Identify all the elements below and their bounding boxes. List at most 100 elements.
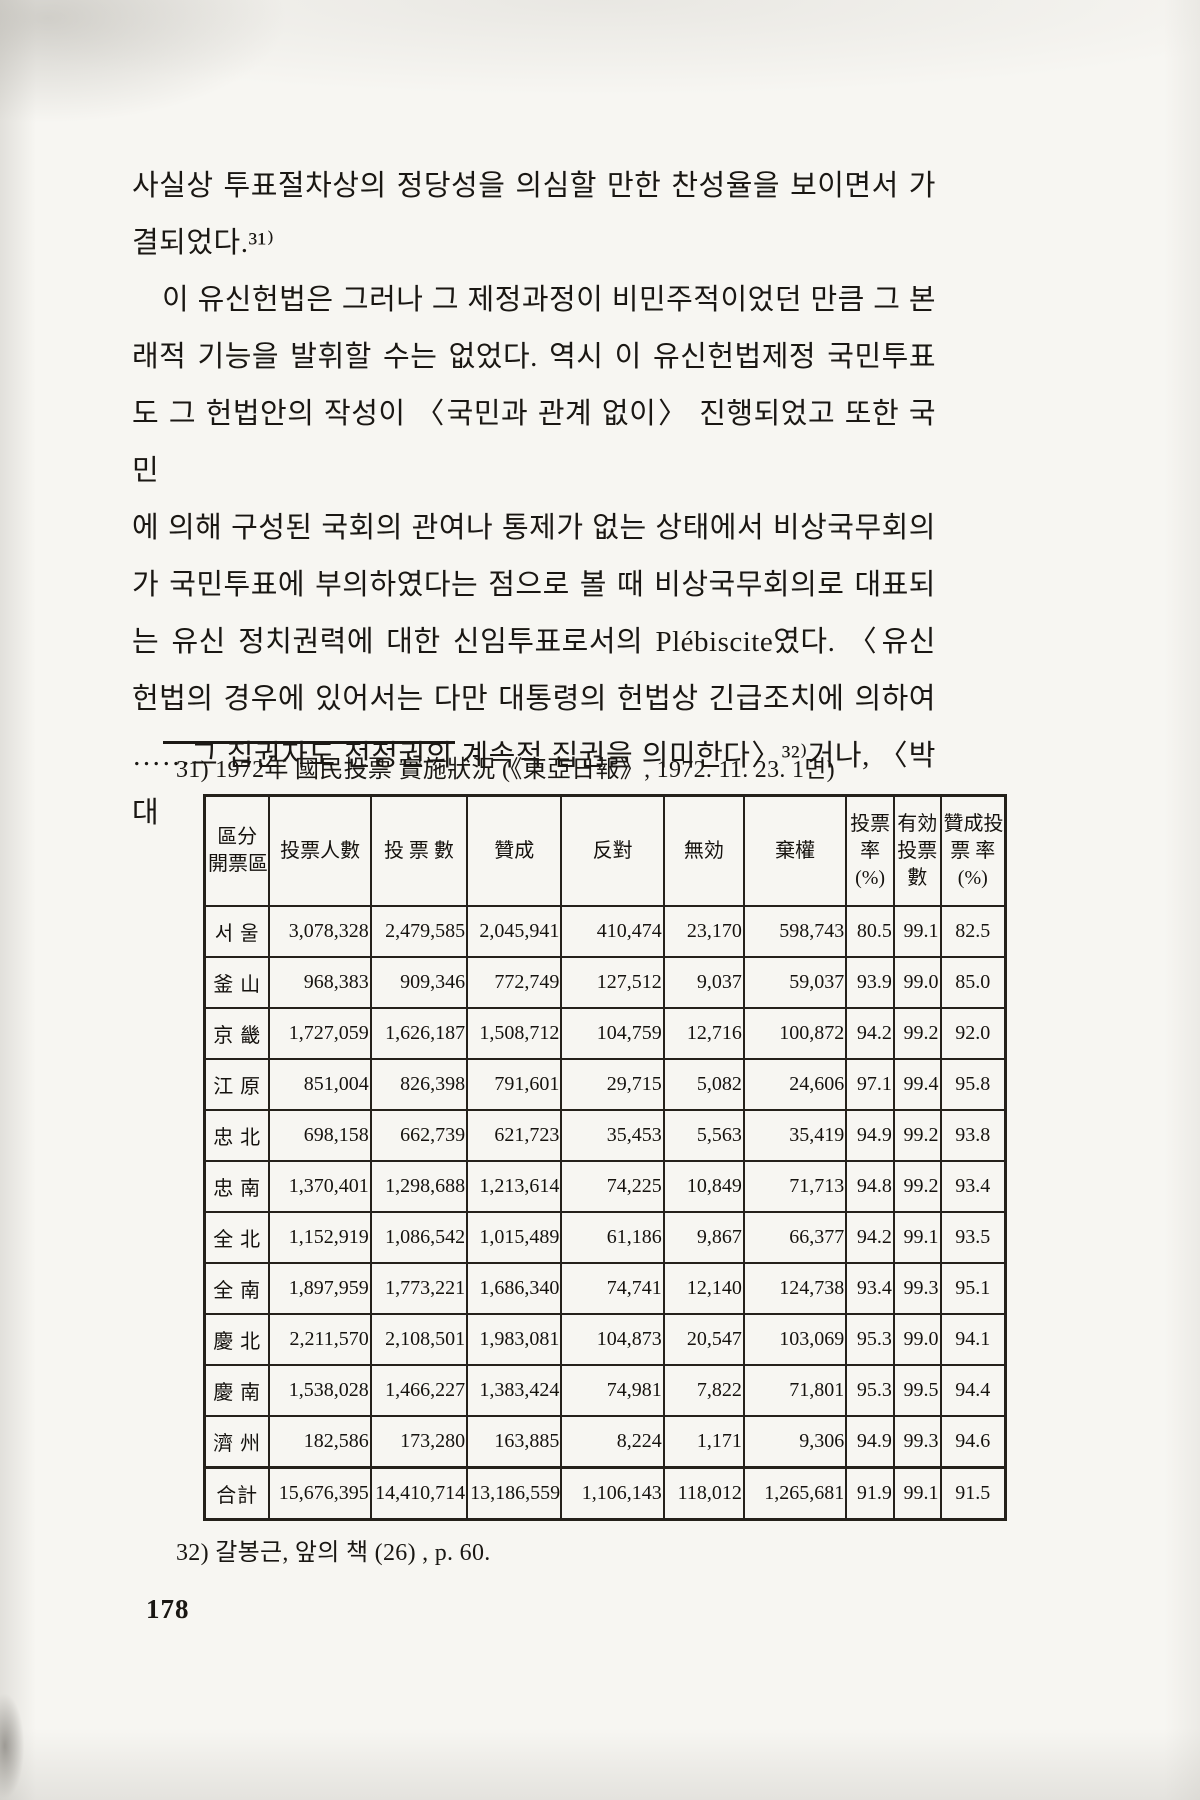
value-cell: 99.2	[892, 1109, 942, 1162]
region-cell: 濟 州	[203, 1415, 271, 1469]
value-cell: 1,015,489	[466, 1211, 563, 1264]
value-cell: 93.4	[939, 1160, 1007, 1213]
value-cell: 772,749	[466, 956, 563, 1009]
value-cell: 826,398	[369, 1058, 469, 1111]
value-cell: 1,538,028	[268, 1364, 372, 1417]
table-header-row: 區分 開票區 投票人數投 票 數贊成 反對 無効 棄權 投票率 (%) 有効 投票數贊成投票 率(…	[203, 794, 1007, 907]
value-cell: 95.3	[845, 1364, 895, 1417]
value-cell: 621,723	[466, 1109, 563, 1162]
footnote-32: 32) 갈봉근, 앞의 책 (26) , p. 60.	[176, 1540, 491, 1566]
region-cell: 合計	[203, 1466, 271, 1521]
value-cell: 85.0	[939, 956, 1007, 1009]
value-cell: 851,004	[268, 1058, 372, 1111]
body-text: 사실상 투표절차상의 정당성을 의심할 만한 찬성율을 보이면서 가 결되었다.…	[132, 158, 936, 842]
value-cell: 94.1	[939, 1313, 1007, 1366]
value-cell: 1,213,614	[466, 1160, 563, 1213]
col-header-abstain: 棄權	[742, 794, 848, 907]
value-cell: 104,873	[560, 1313, 665, 1366]
value-cell: 99.4	[892, 1058, 942, 1111]
table-row: 京 畿 1,727,059 1,626,187 1,508,712 104,759 12,…	[203, 1007, 1007, 1060]
value-cell: 14,410,714	[369, 1466, 469, 1521]
value-cell: 99.5	[892, 1364, 942, 1417]
value-cell: 1,773,221	[369, 1262, 469, 1315]
value-cell: 1,686,340	[466, 1262, 563, 1315]
value-cell: 12,140	[662, 1262, 745, 1315]
col-header-valid-votes: 有効 投票數	[892, 794, 942, 907]
value-cell: 95.3	[845, 1313, 895, 1366]
value-cell: 124,738	[742, 1262, 848, 1315]
value-cell: 74,741	[560, 1262, 665, 1315]
value-cell: 1,086,542	[369, 1211, 469, 1264]
region-cell: 서 울	[203, 905, 271, 958]
value-cell: 59,037	[742, 956, 848, 1009]
value-cell: 118,012	[662, 1466, 745, 1521]
value-cell: 1,727,059	[268, 1007, 372, 1060]
value-cell: 74,225	[560, 1160, 665, 1213]
body-line: 래적 기능을 발휘할 수는 없었다. 역시 이 유신헌법제정 국민투표	[132, 341, 936, 373]
value-cell: 909,346	[369, 956, 469, 1009]
value-cell: 163,885	[466, 1415, 563, 1469]
value-cell: 99.1	[892, 905, 942, 958]
region-cell: 忠 北	[203, 1109, 271, 1162]
value-cell: 8,224	[560, 1415, 665, 1469]
col-header-voters: 投票人數	[268, 794, 372, 907]
value-cell: 9,867	[662, 1211, 745, 1264]
value-cell: 61,186	[560, 1211, 665, 1264]
body-line: 결되었다.³¹⁾	[132, 227, 275, 259]
value-cell: 13,186,559	[466, 1466, 563, 1521]
value-cell: 2,479,585	[369, 905, 469, 958]
value-cell: 1,383,424	[466, 1364, 563, 1417]
value-cell: 99.1	[892, 1211, 942, 1264]
value-cell: 182,586	[268, 1415, 372, 1469]
table-row: 全 南 1,897,959 1,773,221 1,686,340 74,741 12,1…	[203, 1262, 1007, 1315]
value-cell: 99.2	[892, 1007, 942, 1060]
value-cell: 1,265,681	[742, 1466, 848, 1521]
table-row: 忠 北 698,158 662,739 621,723 35,453 5,563 35,41…	[203, 1109, 1007, 1162]
value-cell: 1,466,227	[369, 1364, 469, 1417]
value-cell: 99.3	[892, 1415, 942, 1469]
value-cell: 82.5	[939, 905, 1007, 958]
value-cell: 100,872	[742, 1007, 848, 1060]
referendum-table: 區分 開票區 投票人數投 票 數贊成 反對 無効 棄權 投票率 (%) 有効 投票數贊成投票 率(…	[203, 794, 1007, 1521]
value-cell: 127,512	[560, 956, 665, 1009]
value-cell: 410,474	[560, 905, 665, 958]
body-line: 가 국민투표에 부의하였다는 점으로 볼 때 비상국무회의로 대표되	[132, 569, 936, 601]
value-cell: 791,601	[466, 1058, 563, 1111]
region-cell: 忠 南	[203, 1160, 271, 1213]
value-cell: 662,739	[369, 1109, 469, 1162]
value-cell: 71,713	[742, 1160, 848, 1213]
value-cell: 35,453	[560, 1109, 665, 1162]
value-cell: 968,383	[268, 956, 372, 1009]
value-cell: 94.2	[845, 1211, 895, 1264]
col-header-turnout-rate: 投票率 (%)	[845, 794, 895, 907]
value-cell: 24,606	[742, 1058, 848, 1111]
region-cell: 京 畿	[203, 1007, 271, 1060]
value-cell: 99.2	[892, 1160, 942, 1213]
value-cell: 1,171	[662, 1415, 745, 1469]
value-cell: 2,045,941	[466, 905, 563, 958]
value-cell: 1,897,959	[268, 1262, 372, 1315]
region-cell: 慶 北	[203, 1313, 271, 1366]
col-header-yes: 贊成	[466, 794, 563, 907]
value-cell: 94.2	[845, 1007, 895, 1060]
col-header-votes-cast: 投 票 數	[369, 794, 469, 907]
value-cell: 1,370,401	[268, 1160, 372, 1213]
body-line: ……그 집권자도 전정권의 계속적 집권을 의미한다〉³²⁾거나, 〈박대	[132, 740, 936, 829]
region-cell: 全 北	[203, 1211, 271, 1264]
value-cell: 2,108,501	[369, 1313, 469, 1366]
body-line: 헌법의 경우에 있어서는 다만 대통령의 헌법상 긴급조치에 의하여	[132, 683, 936, 715]
value-cell: 99.0	[892, 956, 942, 1009]
value-cell: 20,547	[662, 1313, 745, 1366]
page-number: 178	[146, 1594, 190, 1624]
value-cell: 1,626,187	[369, 1007, 469, 1060]
value-cell: 1,508,712	[466, 1007, 563, 1060]
value-cell: 71,801	[742, 1364, 848, 1417]
body-line: 도 그 헌법안의 작성이 〈국민과 관계 없이〉 진행되었고 또한 국민	[132, 398, 936, 487]
value-cell: 94.6	[939, 1415, 1007, 1469]
body-line: 사실상 투표절차상의 정당성을 의심할 만한 찬성율을 보이면서 가	[132, 170, 936, 202]
table-body: 서 울 3,078,328 2,479,585 2,045,941 410,474 23,…	[203, 905, 1007, 1521]
value-cell: 95.1	[939, 1262, 1007, 1315]
value-cell: 93.9	[845, 956, 895, 1009]
value-cell: 9,037	[662, 956, 745, 1009]
value-cell: 66,377	[742, 1211, 848, 1264]
